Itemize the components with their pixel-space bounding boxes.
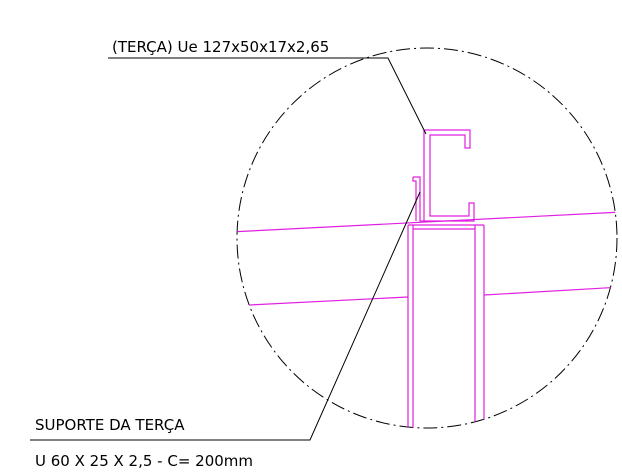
support-spec: U 60 X 25 X 2,5 - C= 200mm bbox=[35, 452, 253, 470]
purlin-label: (TERÇA) Ue 127x50x17x2,65 bbox=[112, 38, 329, 56]
leader-support bbox=[30, 191, 421, 441]
support-title: SUPORTE DA TERÇA bbox=[35, 416, 185, 434]
purlin-section bbox=[423, 129, 475, 222]
support-lip bbox=[412, 176, 424, 222]
detail-circle bbox=[236, 47, 618, 429]
leader-purlin bbox=[108, 57, 427, 135]
section-lines bbox=[237, 211, 617, 428]
